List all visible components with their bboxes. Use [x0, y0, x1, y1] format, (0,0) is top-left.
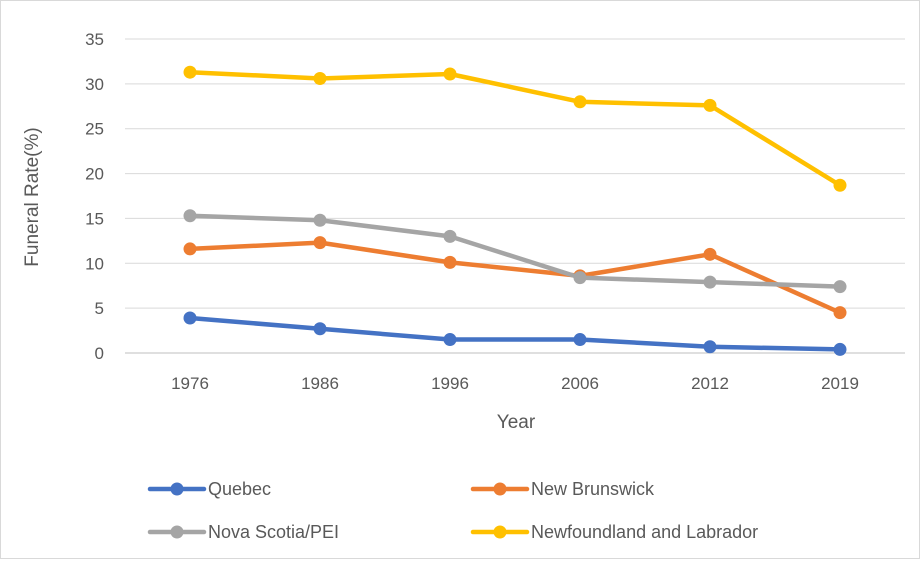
data-point	[833, 280, 847, 294]
legend-swatch-marker	[170, 525, 184, 539]
data-point	[183, 65, 197, 79]
legend-swatch-marker	[493, 525, 507, 539]
legend-swatch-marker	[493, 482, 507, 496]
legend-item: Newfoundland and Labrador	[470, 522, 758, 542]
y-tick-label: 35	[85, 30, 104, 49]
data-point	[183, 209, 197, 223]
legend-label: Newfoundland and Labrador	[531, 522, 758, 542]
x-tick-label: 1996	[431, 374, 469, 393]
legend-label: Quebec	[208, 479, 271, 499]
x-axis-title: Year	[497, 412, 536, 433]
series-line	[187, 315, 843, 352]
series-new-brunswick	[183, 236, 847, 320]
x-tick-label: 2006	[561, 374, 599, 393]
legend: Quebec New Brunswick Nova Scotia/PEI Newfou…	[147, 479, 758, 542]
data-point	[313, 71, 327, 85]
x-tick-label: 2012	[691, 374, 729, 393]
legend-label: New Brunswick	[531, 479, 655, 499]
data-point	[573, 95, 587, 109]
series-nova-scotia-pei	[183, 209, 847, 294]
series-line	[187, 213, 843, 289]
y-tick-label: 15	[85, 209, 104, 228]
y-axis-ticks: 0 5 10 15 20 25 30 35	[85, 30, 104, 363]
x-axis-ticks: 1976 1986 1996 2006 2012 2019	[171, 374, 859, 393]
data-point	[703, 340, 717, 354]
data-point	[443, 333, 457, 347]
data-point	[443, 67, 457, 81]
y-tick-label: 20	[85, 165, 104, 184]
legend-item: Nova Scotia/PEI	[147, 522, 339, 542]
data-point	[833, 342, 847, 356]
data-point	[703, 247, 717, 261]
series-line	[187, 69, 843, 188]
data-point	[833, 178, 847, 192]
series-newfoundland-and-labrador	[183, 65, 847, 192]
data-point	[443, 229, 457, 243]
y-tick-label: 30	[85, 75, 104, 94]
legend-swatch-marker	[170, 482, 184, 496]
y-tick-label: 10	[85, 254, 104, 273]
legend-item: New Brunswick	[470, 479, 655, 499]
y-tick-label: 0	[95, 344, 104, 363]
series-line	[187, 240, 843, 315]
data-point	[703, 275, 717, 289]
data-point	[573, 271, 587, 285]
series-group	[183, 65, 847, 356]
legend-label: Nova Scotia/PEI	[208, 522, 339, 542]
y-tick-label: 25	[85, 120, 104, 139]
data-point	[443, 255, 457, 269]
series-quebec	[183, 311, 847, 356]
data-point	[313, 236, 327, 250]
data-point	[703, 98, 717, 112]
y-axis-title: Funeral Rate(%)	[22, 127, 43, 266]
data-point	[183, 311, 197, 325]
legend-item: Quebec	[147, 479, 271, 499]
y-tick-label: 5	[95, 299, 104, 318]
data-point	[573, 333, 587, 347]
gridlines	[125, 38, 905, 354]
data-point	[833, 306, 847, 320]
data-point	[183, 242, 197, 256]
x-tick-label: 1976	[171, 374, 209, 393]
data-point	[313, 213, 327, 227]
data-point	[313, 322, 327, 336]
x-tick-label: 1986	[301, 374, 339, 393]
x-tick-label: 2019	[821, 374, 859, 393]
